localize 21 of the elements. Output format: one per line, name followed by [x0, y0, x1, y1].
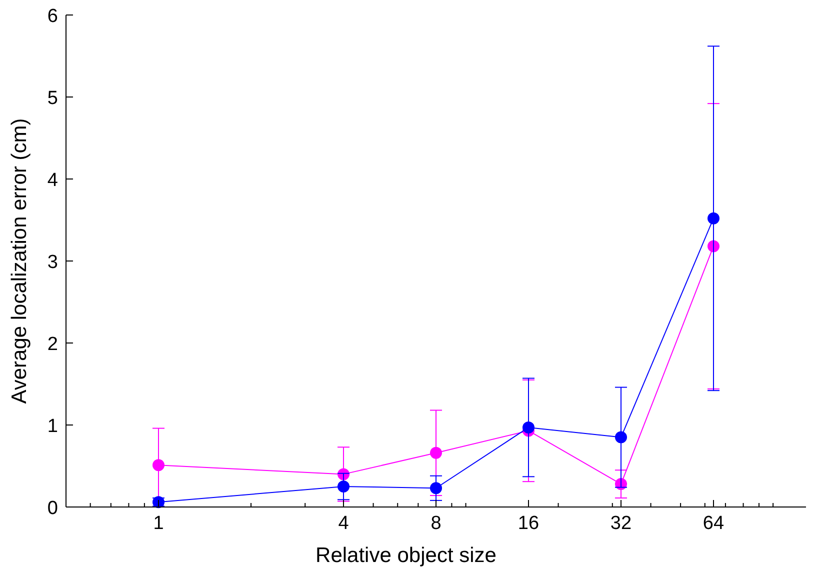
x-tick-label: 1 [153, 513, 164, 534]
point [430, 446, 442, 459]
y-tick-label: 3 [47, 252, 58, 273]
point [708, 212, 720, 224]
point [615, 431, 627, 444]
x-tick-label: 8 [430, 513, 442, 534]
x-tick-label: 4 [338, 513, 350, 534]
y-tick-label: 0 [47, 498, 58, 519]
point [430, 482, 442, 494]
y-tick-label: 1 [47, 416, 58, 437]
y-tick-label: 6 [47, 6, 58, 27]
point [338, 480, 350, 492]
x-tick-label: 32 [610, 513, 632, 534]
y-tick-label: 5 [47, 88, 58, 109]
x-tick-label: 16 [518, 513, 540, 534]
point [522, 421, 534, 434]
x-tick-label: 64 [702, 513, 724, 534]
y-tick-label: 2 [47, 334, 58, 355]
y-tick-label: 4 [47, 170, 58, 191]
x-axis-title: Relative object size [316, 544, 496, 567]
y-axis-title: Average localization error (cm) [8, 118, 31, 404]
